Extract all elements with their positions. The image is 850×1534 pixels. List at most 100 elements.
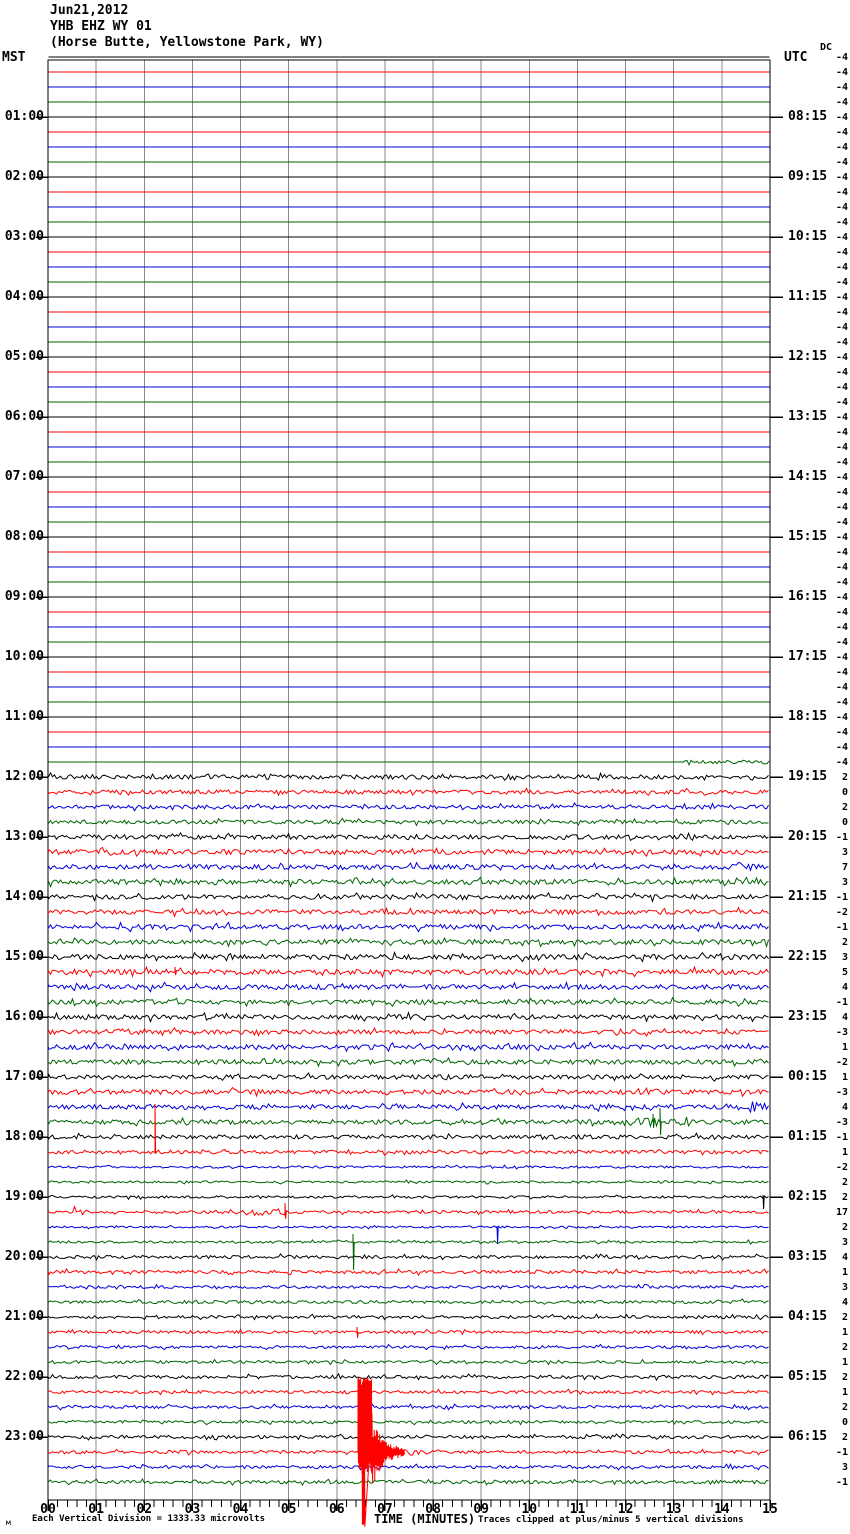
dc-value: 2: [841, 802, 848, 813]
dc-value: -1: [835, 1447, 848, 1458]
dc-value: -4: [835, 322, 848, 333]
hour-label-mst: 18:00: [4, 1129, 44, 1144]
dc-value: -4: [835, 217, 848, 228]
hour-label-mst: 05:00: [4, 349, 44, 364]
minute-label: 00: [40, 1502, 56, 1517]
dc-value: -4: [835, 82, 848, 93]
dc-value: -4: [835, 442, 848, 453]
dc-value: -4: [835, 112, 848, 123]
hour-label-mst: 13:00: [4, 829, 44, 844]
dc-value: -1: [835, 832, 848, 843]
dc-value: 2: [841, 1372, 848, 1383]
dc-value: -4: [835, 157, 848, 168]
dc-value: 2: [841, 1192, 848, 1203]
dc-value: -4: [835, 52, 848, 63]
dc-value: 2: [841, 1222, 848, 1233]
dc-value: -4: [835, 382, 848, 393]
hour-label-mst: 21:00: [4, 1309, 44, 1324]
minute-label: 12: [617, 1502, 634, 1517]
dc-value: 1: [841, 1072, 848, 1083]
hour-label-utc: 23:15: [788, 1009, 828, 1024]
dc-value: -4: [835, 142, 848, 153]
hour-label-utc: 22:15: [788, 949, 828, 964]
hour-label-mst: 08:00: [4, 529, 44, 544]
minute-label: 02: [136, 1502, 153, 1517]
dc-value: -4: [835, 592, 848, 603]
hour-label-utc: 00:15: [788, 1069, 828, 1084]
hour-label-utc: 11:15: [788, 289, 828, 304]
dc-value: -4: [835, 577, 848, 588]
dc-value: -4: [835, 472, 848, 483]
dc-value: -4: [835, 727, 848, 738]
dc-value: 2: [841, 937, 848, 948]
hour-label-mst: 11:00: [4, 709, 44, 724]
dc-value: -4: [835, 97, 848, 108]
dc-value: 0: [841, 1417, 848, 1428]
hour-label-mst: 09:00: [4, 589, 44, 604]
hour-label-utc: 18:15: [788, 709, 828, 724]
minute-label: 06: [328, 1502, 345, 1517]
minute-label: 03: [184, 1502, 201, 1517]
dc-value: -4: [835, 187, 848, 198]
dc-value: -4: [835, 652, 848, 663]
dc-value: -3: [835, 1027, 848, 1038]
dc-value: -4: [835, 277, 848, 288]
hour-label-utc: 01:15: [788, 1129, 828, 1144]
dc-value: -1: [835, 1132, 848, 1143]
dc-value: 3: [841, 1237, 848, 1248]
hour-label-utc: 02:15: [788, 1189, 828, 1204]
dc-value: -1: [835, 922, 848, 933]
dc-value: -4: [835, 367, 848, 378]
dc-value: -4: [835, 697, 848, 708]
dc-value: 4: [841, 1252, 848, 1263]
dc-value: -4: [835, 607, 848, 618]
hour-label-mst: 06:00: [4, 409, 44, 424]
corner-glyph: м: [6, 1518, 11, 1527]
hour-label-utc: 05:15: [788, 1369, 828, 1384]
hour-label-mst: 02:00: [4, 169, 44, 184]
dc-value: -4: [835, 352, 848, 363]
hour-label-mst: 14:00: [4, 889, 44, 904]
dc-value: -4: [835, 712, 848, 723]
minute-label: 14: [714, 1502, 730, 1517]
dc-value: -4: [835, 202, 848, 213]
dc-value: 4: [841, 982, 848, 993]
hour-label-utc: 03:15: [788, 1249, 828, 1264]
dc-value: 7: [841, 862, 848, 873]
dc-value: -2: [835, 1057, 848, 1068]
dc-value: -4: [835, 742, 848, 753]
dc-value: 3: [841, 877, 848, 888]
dc-value: -4: [835, 262, 848, 273]
hour-label-utc: 10:15: [788, 229, 828, 244]
dc-value: 1: [841, 1042, 848, 1053]
dc-value: -4: [835, 412, 848, 423]
minute-label: 10: [521, 1502, 538, 1517]
dc-value: 1: [841, 1357, 848, 1368]
dc-value: 4: [841, 1297, 848, 1308]
hour-label-utc: 08:15: [788, 109, 828, 124]
minute-label: 15: [762, 1502, 778, 1517]
hour-label-utc: 19:15: [788, 769, 828, 784]
dc-value: -1: [835, 1477, 848, 1488]
hour-label-mst: 22:00: [4, 1369, 44, 1384]
hour-label-mst: 23:00: [4, 1429, 44, 1444]
dc-value: -2: [835, 1162, 848, 1173]
dc-value: 0: [841, 787, 848, 798]
dc-value: -4: [835, 517, 848, 528]
clip-note: Traces clipped at plus/minus 5 vertical …: [478, 1515, 744, 1525]
dc-value: -4: [835, 172, 848, 183]
dc-value: -3: [835, 1117, 848, 1128]
dc-value: -4: [835, 427, 848, 438]
dc-value: 2: [841, 1402, 848, 1413]
dc-value: -4: [835, 682, 848, 693]
dc-value: -3: [835, 1087, 848, 1098]
dc-value: 1: [841, 1147, 848, 1158]
hour-label-mst: 03:00: [4, 229, 44, 244]
dc-value: -4: [835, 307, 848, 318]
dc-column-header: DC: [820, 42, 833, 53]
minute-label: 05: [280, 1502, 297, 1517]
x-axis-title: TIME (MINUTES): [374, 1512, 476, 1526]
dc-value: -4: [835, 487, 848, 498]
